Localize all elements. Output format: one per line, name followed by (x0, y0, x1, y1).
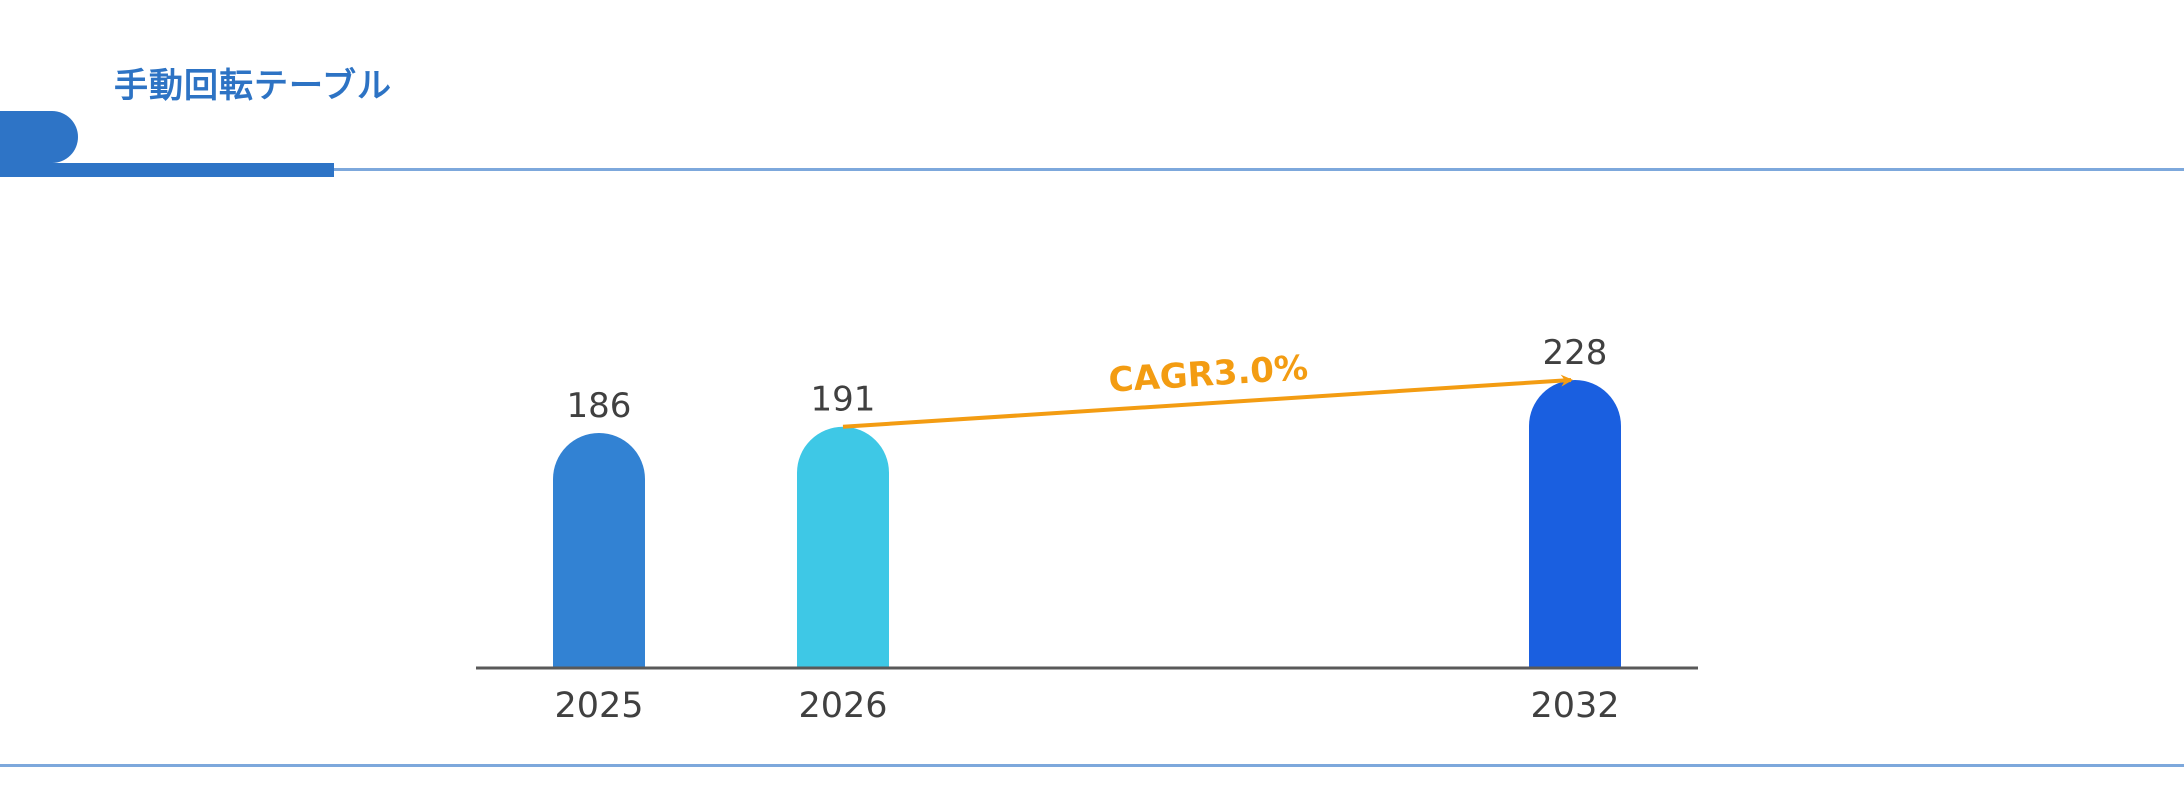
bar-2025 (553, 433, 645, 668)
annotation-layer: CAGR3.0% (842, 348, 1573, 429)
x-tick-label-2032: 2032 (1530, 686, 1619, 726)
page-title: 手動回転テーブル (114, 66, 392, 106)
bar-2026 (797, 426, 890, 668)
data-label-2026: 191 (811, 380, 876, 420)
header-tab-decoration (0, 111, 78, 163)
bars-layer (553, 380, 1621, 668)
data-label-2025: 186 (567, 386, 632, 426)
cagr-arrow (842, 374, 1573, 429)
data-label-2032: 228 (1543, 333, 1608, 373)
x-tick-label-2026: 2026 (798, 686, 887, 726)
header-underline-bar (0, 163, 334, 177)
x-tick-label-2025: 2025 (554, 686, 643, 726)
header-divider-line (334, 168, 2184, 171)
labels-layer: 186 2025 191 2026 228 2032 (554, 333, 1619, 726)
footer-divider-line (0, 764, 2184, 767)
bar-2032 (1529, 380, 1621, 668)
cagr-label: CAGR3.0% (1107, 348, 1309, 401)
